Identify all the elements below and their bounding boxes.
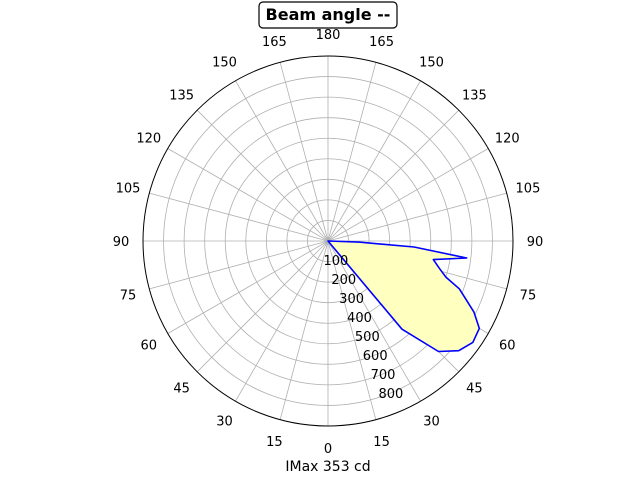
angle-grid-line <box>196 109 329 242</box>
angle-tick-label: 105 <box>516 181 541 196</box>
angle-grid-line <box>196 240 329 373</box>
angle-grid-line <box>167 240 329 334</box>
angle-tick-label: 75 <box>120 289 137 304</box>
angle-tick-label: 135 <box>462 89 487 104</box>
angle-tick-label: 120 <box>136 132 161 147</box>
angle-tick-label: 135 <box>169 89 194 104</box>
angle-grid-line <box>279 240 329 420</box>
data-layer <box>327 240 481 353</box>
chart-title-box: Beam angle -- <box>258 1 398 29</box>
angle-tick-label: 165 <box>369 35 394 50</box>
angle-grid-line <box>327 109 460 242</box>
angle-tick-label: 75 <box>520 289 537 304</box>
polar-frame <box>142 55 514 427</box>
angle-grid-line <box>149 192 329 242</box>
angle-tick-label: 90 <box>113 235 130 250</box>
chart-title: Beam angle -- <box>266 5 391 24</box>
angle-tick-label: 45 <box>173 381 190 396</box>
angle-grid-line <box>235 240 329 402</box>
series-line <box>327 240 481 353</box>
radial-tick-label: 400 <box>347 311 372 326</box>
series-fill <box>328 241 480 352</box>
angle-tick-label: 120 <box>495 132 520 147</box>
x-axis-label: IMax 353 cd <box>285 459 370 475</box>
radial-tick-label: 300 <box>339 292 364 307</box>
angle-tick-label: 30 <box>216 414 233 429</box>
radial-tick-label: 700 <box>371 368 396 383</box>
radial-tick-label: 100 <box>323 254 348 269</box>
angle-tick-label: 45 <box>466 381 483 396</box>
angle-tick-label: 165 <box>262 35 287 50</box>
angle-tick-label: 0 <box>324 442 332 457</box>
radial-tick-label: 600 <box>363 349 388 364</box>
angle-tick-label: 60 <box>499 339 516 354</box>
tick-labels: 0 15 30 45 60 75 90 105 120 135 150 165 180 165 150 135… <box>113 28 544 457</box>
radial-tick-label: 800 <box>379 387 404 402</box>
angle-grid-line <box>327 62 377 242</box>
angle-tick-label: 15 <box>373 435 390 450</box>
angle-grid-line <box>327 148 489 242</box>
angle-grid-line <box>167 148 329 242</box>
angle-tick-label: 60 <box>140 339 157 354</box>
angle-tick-label: 15 <box>266 435 283 450</box>
radial-tick-label: 200 <box>331 273 356 288</box>
angle-grid-line <box>327 80 421 242</box>
angle-tick-label: 150 <box>419 56 444 71</box>
radial-tick-label: 500 <box>355 330 380 345</box>
angle-tick-label: 150 <box>212 56 237 71</box>
angle-grid-line <box>327 192 507 242</box>
angle-tick-label: 90 <box>527 235 544 250</box>
angle-grid-line <box>327 240 377 420</box>
angle-tick-label: 105 <box>116 181 141 196</box>
angle-grid-line <box>327 240 421 402</box>
angle-grid-line <box>279 62 329 242</box>
title-frame <box>258 1 398 29</box>
angle-grid-line <box>235 80 329 242</box>
angle-tick-label: 180 <box>316 28 341 43</box>
angle-grid-line <box>149 240 329 290</box>
angle-tick-label: 30 <box>423 414 440 429</box>
